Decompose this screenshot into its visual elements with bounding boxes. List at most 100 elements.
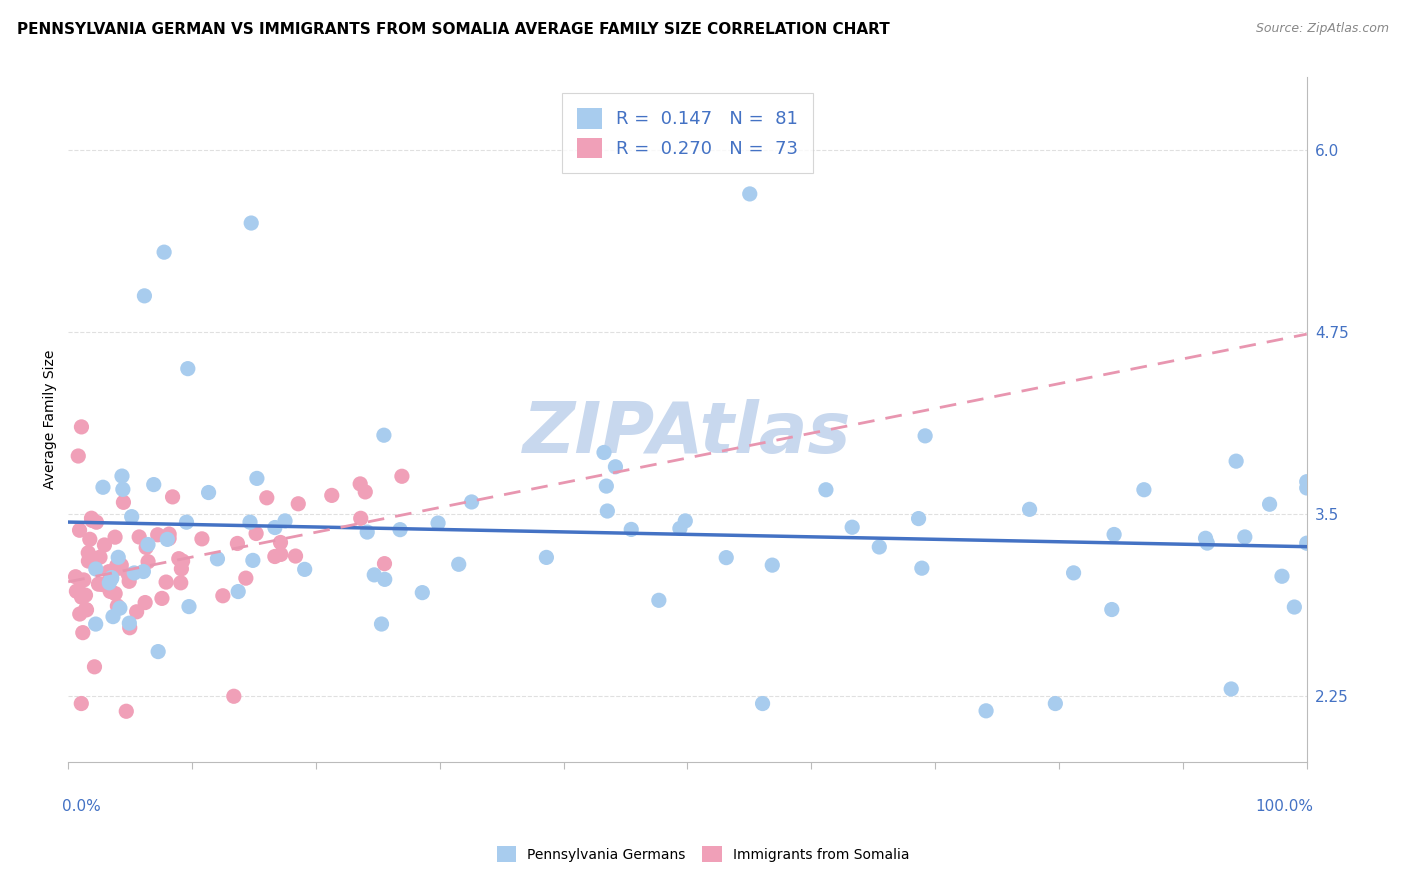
Point <box>350 511 373 525</box>
Point <box>118 574 141 589</box>
Point <box>117 568 139 582</box>
Point <box>70 590 93 604</box>
Point <box>118 616 141 631</box>
Point <box>136 537 159 551</box>
Point <box>80 550 103 565</box>
Point <box>84 617 107 632</box>
Point <box>761 558 783 573</box>
Point <box>111 469 134 483</box>
Point <box>1101 602 1123 616</box>
Point <box>354 484 377 499</box>
Point <box>73 573 96 587</box>
Text: PENNSYLVANIA GERMAN VS IMMIGRANTS FROM SOMALIA AVERAGE FAMILY SIZE CORRELATION C: PENNSYLVANIA GERMAN VS IMMIGRANTS FROM S… <box>17 22 890 37</box>
Point <box>91 480 114 494</box>
Point <box>245 526 267 541</box>
Point <box>814 483 837 497</box>
Point <box>105 599 128 613</box>
Point <box>146 528 169 542</box>
Point <box>93 538 115 552</box>
Point <box>370 617 392 632</box>
Point <box>321 488 343 502</box>
Point <box>70 420 93 434</box>
Point <box>669 521 692 535</box>
Point <box>108 561 131 575</box>
Point <box>274 514 297 528</box>
Point <box>69 523 91 537</box>
Point <box>67 583 90 598</box>
Point <box>167 551 190 566</box>
Point <box>101 609 124 624</box>
Point <box>197 485 219 500</box>
Point <box>620 523 643 537</box>
Point <box>97 565 120 579</box>
Point <box>648 593 671 607</box>
Point <box>1258 497 1281 511</box>
Point <box>1284 600 1306 615</box>
Point <box>100 572 122 586</box>
Legend: R =  0.147   N =  81, R =  0.270   N =  73: R = 0.147 N = 81, R = 0.270 N = 73 <box>562 94 813 173</box>
Point <box>284 549 307 563</box>
Point <box>111 483 134 497</box>
Point <box>83 660 105 674</box>
Point <box>391 469 413 483</box>
Point <box>1102 527 1125 541</box>
Point <box>596 504 619 518</box>
Point <box>1295 481 1317 495</box>
Point <box>108 601 131 615</box>
Point <box>118 621 141 635</box>
Point <box>1295 475 1317 489</box>
Point <box>98 575 121 590</box>
Point <box>72 625 94 640</box>
Point <box>172 554 194 568</box>
Point <box>294 562 316 576</box>
Point <box>751 697 773 711</box>
Point <box>240 216 263 230</box>
Point <box>136 555 159 569</box>
Text: 100.0%: 100.0% <box>1256 799 1313 814</box>
Point <box>162 490 184 504</box>
Point <box>1225 454 1247 468</box>
Point <box>84 562 107 576</box>
Point <box>263 549 285 564</box>
Point <box>104 586 127 600</box>
Point <box>226 536 249 550</box>
Point <box>156 533 179 547</box>
Point <box>211 589 233 603</box>
Point <box>841 520 863 534</box>
Point <box>67 449 90 463</box>
Point <box>155 575 177 590</box>
Point <box>738 186 761 201</box>
Point <box>1063 566 1085 580</box>
Point <box>65 584 87 599</box>
Point <box>75 602 97 616</box>
Point <box>460 495 482 509</box>
Point <box>77 554 100 568</box>
Point <box>1271 569 1294 583</box>
Point <box>389 523 412 537</box>
Point <box>907 511 929 525</box>
Point <box>91 577 114 591</box>
Point <box>125 605 148 619</box>
Point <box>112 495 135 509</box>
Legend: Pennsylvania Germans, Immigrants from Somalia: Pennsylvania Germans, Immigrants from So… <box>489 839 917 869</box>
Point <box>76 603 98 617</box>
Point <box>269 535 291 549</box>
Point <box>170 562 193 576</box>
Point <box>264 520 287 534</box>
Text: ZIPAtlas: ZIPAtlas <box>523 399 852 467</box>
Point <box>150 591 173 606</box>
Point <box>239 515 262 529</box>
Point <box>98 584 121 599</box>
Point <box>69 607 91 621</box>
Point <box>974 704 997 718</box>
Point <box>536 550 558 565</box>
Text: 0.0%: 0.0% <box>62 799 101 814</box>
Point <box>89 550 111 565</box>
Point <box>1133 483 1156 497</box>
Point <box>256 491 278 505</box>
Point <box>673 514 696 528</box>
Point <box>104 530 127 544</box>
Point <box>105 558 128 573</box>
Point <box>121 509 143 524</box>
Point <box>77 546 100 560</box>
